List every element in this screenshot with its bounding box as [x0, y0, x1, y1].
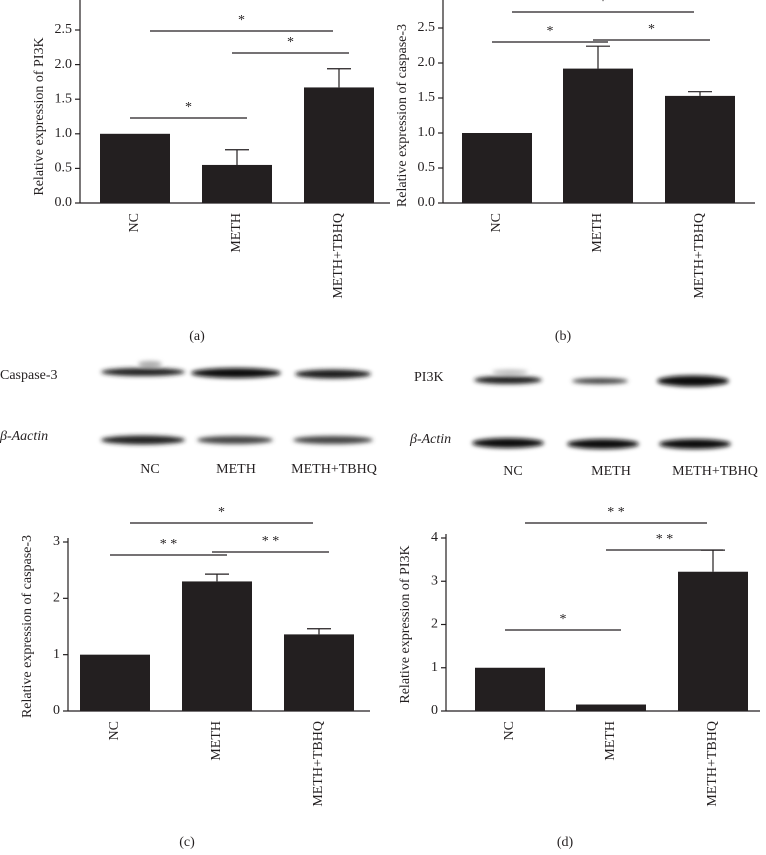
bar [304, 87, 374, 203]
blot-lane-label: METH [216, 462, 256, 477]
y-tick-label: 2.5 [418, 20, 436, 35]
panel-caption: (b) [555, 329, 572, 344]
significance-label: * [238, 13, 245, 28]
significance-label: * * [607, 505, 625, 520]
y-axis-label: Relative expression of caspase-3 [20, 535, 35, 718]
y-tick-label: 0 [53, 703, 60, 718]
error-bar [688, 91, 712, 96]
blot-row-label: β-Aactin [0, 429, 48, 444]
y-tick-label: 0.0 [418, 195, 436, 210]
y-tick-label: 1.5 [418, 90, 436, 105]
y-tick-label: 1 [431, 660, 438, 675]
blot-row-label: PI3K [414, 370, 444, 385]
blot-lane-label: NC [140, 462, 159, 477]
y-tick-label: 2.0 [55, 57, 73, 72]
blot-row-label: β-Actin [409, 432, 451, 447]
blot-row-label: Caspase-3 [0, 368, 58, 383]
significance-label: * * [160, 537, 178, 552]
significance-label: * [547, 24, 554, 39]
panel-caption: (a) [189, 329, 205, 344]
y-tick-label: 1.5 [55, 91, 73, 106]
bar [100, 133, 170, 203]
y-tick-label: 3 [431, 573, 438, 588]
y-tick-label: 0.5 [55, 161, 73, 176]
error-bar [327, 68, 351, 88]
y-tick-label: 3 [53, 534, 60, 549]
error-bar [307, 628, 331, 635]
bar [202, 164, 272, 203]
bar [80, 654, 150, 711]
bar [665, 95, 735, 203]
y-tick-label: 1.0 [55, 126, 73, 141]
blot-lane-label: NC [503, 464, 522, 479]
x-tick-label: METH+TBHQ [331, 213, 346, 299]
blot-image [101, 361, 731, 449]
significance-label: * [648, 22, 655, 37]
error-bar [701, 549, 725, 572]
significance-label: * [218, 505, 225, 520]
bar [462, 133, 532, 203]
bar [475, 667, 545, 711]
bar [284, 634, 354, 711]
x-tick-label: METH [603, 721, 618, 761]
blot-lane-label: METH [591, 464, 631, 479]
x-tick-label: NC [489, 213, 504, 232]
bar [563, 68, 633, 203]
y-tick-label: 1 [53, 647, 60, 662]
x-tick-label: NC [127, 213, 142, 232]
significance-label: * [185, 100, 192, 115]
y-tick-label: 1.0 [418, 125, 436, 140]
panel-caption: (c) [179, 835, 195, 850]
y-tick-label: 0.5 [418, 160, 436, 175]
significance-label: * * [262, 534, 280, 549]
panel-caption: (d) [557, 835, 574, 850]
y-tick-label: 2.5 [55, 22, 73, 37]
x-tick-label: NC [107, 721, 122, 740]
blot-lane-label: METH+TBHQ [291, 462, 377, 477]
bar [678, 571, 748, 711]
y-tick-label: 0.0 [55, 195, 73, 210]
y-tick-label: 2.0 [418, 55, 436, 70]
y-axis-label: Relative expression of PI3K [32, 37, 47, 195]
y-tick-label: 0 [431, 703, 438, 718]
x-tick-label: METH+TBHQ [311, 721, 326, 807]
x-tick-label: METH [590, 213, 605, 253]
blot-lane-label: METH+TBHQ [672, 464, 758, 479]
bar [576, 704, 646, 711]
x-tick-label: METH+TBHQ [705, 721, 720, 807]
y-tick-label: 2 [53, 591, 60, 606]
error-bar [586, 45, 610, 69]
y-axis-label: Relative expression of PI3K [398, 545, 413, 703]
y-tick-label: 2 [431, 617, 438, 632]
x-tick-label: METH+TBHQ [692, 213, 707, 299]
x-tick-label: NC [502, 721, 517, 740]
bar [182, 581, 252, 711]
x-tick-label: METH [229, 213, 244, 253]
x-tick-label: METH [209, 721, 224, 761]
significance-label: * * [656, 532, 674, 547]
error-bar [205, 573, 229, 582]
y-axis-label: Relative expression of caspase-3 [395, 24, 410, 207]
significance-label: * [287, 35, 294, 50]
significance-label: * [600, 0, 607, 9]
error-bar [225, 149, 249, 165]
y-tick-label: 4 [431, 530, 438, 545]
significance-label: * [560, 612, 567, 627]
